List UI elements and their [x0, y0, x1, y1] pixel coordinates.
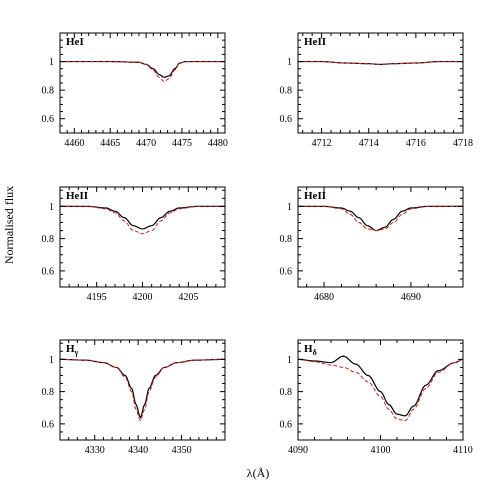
panel-2: 4712 4714 4716 4718 0.6 0.8 1 HeII [280, 32, 473, 149]
x-tick-label: 4714 [359, 138, 379, 149]
line-label: Hγ [66, 343, 79, 357]
x-tick-label: 4465 [100, 138, 120, 149]
x-tick-label: 4110 [453, 445, 473, 456]
panel-4: 4680 4690 0.6 0.8 1 HeII [280, 186, 464, 303]
panel-1: 4460 4465 4470 4475 4480 0.6 0.8 1 HeI [42, 32, 228, 149]
model-spectrum-line [298, 61, 463, 65]
y-tick-label: 1 [49, 57, 54, 68]
panel-frame [297, 186, 464, 288]
y-tick-label: 0.8 [280, 234, 293, 245]
line-label: HeII [304, 190, 326, 202]
panel-5: 4330 4340 4350 0.6 0.8 1 Hγ [42, 339, 226, 456]
panel-frame [297, 32, 464, 134]
y-tick-label: 1 [287, 202, 292, 213]
y-tick-label: 0.6 [42, 266, 55, 277]
x-tick-label: 4716 [406, 138, 426, 149]
line-label: Hδ [304, 343, 317, 357]
x-tick-label: 4195 [87, 292, 107, 303]
line-label-subscript: γ [74, 348, 79, 357]
y-tick-label: 0.6 [42, 114, 55, 125]
y-tick-label: 1 [287, 355, 292, 366]
x-axis-title: λ(Å) [247, 466, 269, 480]
x-tick-label: 4718 [453, 138, 473, 149]
line-label: HeII [304, 36, 326, 48]
y-tick-label: 0.6 [280, 419, 293, 430]
panel-frame [297, 339, 464, 441]
line-label-subscript: δ [313, 348, 317, 357]
y-tick-label: 0.6 [280, 114, 293, 125]
x-tick-label: 4690 [401, 292, 421, 303]
y-tick-label: 0.8 [42, 86, 55, 97]
panel-frame [59, 186, 226, 288]
y-tick-label: 1 [49, 202, 54, 213]
observed-spectrum-line [60, 358, 225, 419]
observed-spectrum-line [298, 205, 463, 232]
y-tick-label: 1 [287, 57, 292, 68]
x-tick-label: 4100 [371, 445, 391, 456]
observed-spectrum-line [60, 205, 225, 230]
observed-spectrum-line [298, 355, 463, 417]
model-spectrum-line [298, 205, 463, 232]
y-tick-label: 0.8 [280, 387, 293, 398]
y-tick-label: 0.8 [280, 86, 293, 97]
x-tick-label: 4470 [136, 138, 156, 149]
y-tick-label: 0.6 [42, 419, 55, 430]
x-tick-label: 4712 [312, 138, 332, 149]
panel-frame [59, 339, 226, 441]
model-spectrum-line [60, 61, 225, 83]
x-tick-label: 4350 [172, 445, 192, 456]
panel-6: 4090 4100 4110 0.6 0.8 1 Hδ [280, 339, 473, 456]
x-tick-label: 4200 [133, 292, 153, 303]
y-axis-title: Normalised flux [2, 186, 16, 264]
line-label: HeI [66, 36, 84, 48]
x-tick-label: 4460 [64, 138, 84, 149]
x-tick-label: 4475 [172, 138, 192, 149]
y-tick-label: 0.6 [280, 266, 293, 277]
y-tick-label: 1 [49, 355, 54, 366]
x-tick-label: 4480 [208, 138, 228, 149]
observed-spectrum-line [60, 60, 225, 78]
panel-3: 4195 4200 4205 0.6 0.8 1 HeII [42, 186, 226, 303]
x-tick-label: 4340 [128, 445, 148, 456]
x-tick-label: 4205 [178, 292, 198, 303]
model-spectrum-line [60, 205, 225, 235]
line-label: HeII [66, 190, 88, 202]
model-spectrum-line [298, 358, 463, 422]
x-tick-label: 4680 [314, 292, 334, 303]
x-tick-label: 4330 [85, 445, 105, 456]
panel-frame [59, 32, 226, 134]
x-tick-label: 4090 [288, 445, 308, 456]
y-tick-label: 0.8 [42, 387, 55, 398]
model-spectrum-line [60, 358, 225, 422]
y-tick-label: 0.8 [42, 234, 55, 245]
